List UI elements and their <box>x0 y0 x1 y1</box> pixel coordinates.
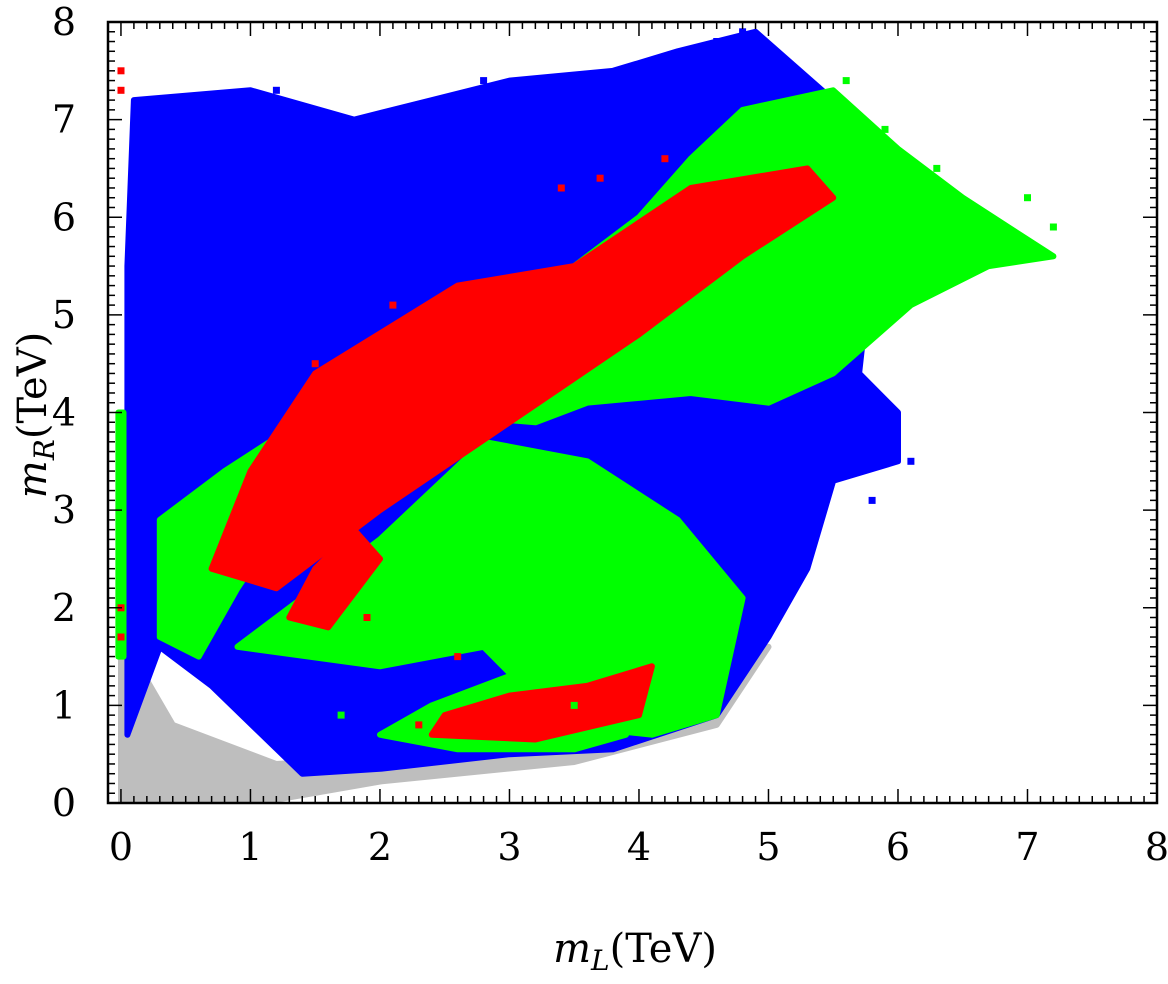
scatter-point-blue-0 <box>156 106 164 114</box>
scatter-point-red-6 <box>557 184 565 192</box>
scatter-region-red-1 <box>286 526 383 631</box>
x-axis-label-symbol: m <box>553 926 591 972</box>
y-axis-label-unit: (TeV) <box>10 332 56 439</box>
scatter-region-green-3 <box>115 409 127 660</box>
scatter-point-green-7 <box>234 467 241 475</box>
y-axis-label-symbol: m <box>10 460 56 498</box>
scatter-point-green-3 <box>933 164 941 172</box>
x-tick-label: 3 <box>497 825 521 869</box>
x-tick-label: 0 <box>109 825 133 869</box>
x-axis-label: mL(TeV) <box>553 926 717 977</box>
scatter-point-blue-9 <box>136 291 144 299</box>
x-tick-label: 7 <box>1015 825 1039 869</box>
scatter-point-red-11 <box>415 721 423 729</box>
scatter-point-green-5 <box>842 77 850 85</box>
scatter-point-red-3 <box>117 633 125 641</box>
y-tick-label: 1 <box>52 683 76 727</box>
scatter-point-green-10 <box>337 711 345 719</box>
scatter-point-blue-4 <box>713 38 721 45</box>
x-tick-label: 5 <box>756 825 780 869</box>
x-tick-label: 2 <box>368 825 392 869</box>
scatter-point-red-12 <box>622 692 630 700</box>
y-tick-label: 4 <box>52 391 76 435</box>
scatter-point-blue-7 <box>907 457 915 465</box>
x-tick-label: 8 <box>1145 825 1168 869</box>
scatter-point-blue-3 <box>156 213 164 221</box>
x-tick-label: 6 <box>886 825 910 869</box>
x-tick-label: 4 <box>627 825 651 869</box>
scatter-point-green-4 <box>881 125 889 133</box>
axis-ticks <box>107 21 1158 804</box>
scatter-point-red-0 <box>117 67 125 75</box>
scatter-point-green-8 <box>570 701 578 709</box>
scatter-point-blue-11 <box>480 77 488 85</box>
scatter-point-blue-6 <box>868 496 876 504</box>
scatter-point-red-5 <box>389 301 397 309</box>
scatter-point-blue-5 <box>739 28 747 36</box>
scatter-point-red-10 <box>454 653 462 661</box>
scatter-point-red-7 <box>596 174 604 182</box>
scatter-point-blue-10 <box>570 86 578 94</box>
scatter-region-layer <box>115 28 1057 803</box>
y-tick-label: 3 <box>52 488 76 532</box>
scatter-point-red-4 <box>311 360 319 368</box>
y-tick-label: 7 <box>52 98 76 142</box>
x-axis-label-subscript: L <box>590 944 610 977</box>
scatter-point-green-6 <box>493 545 500 553</box>
scatter-point-blue-8 <box>881 428 889 436</box>
y-tick-label: 6 <box>52 195 76 239</box>
scatter-point-layer <box>117 28 1057 729</box>
scatter-point-red-1 <box>117 86 125 94</box>
scatter-region-green-1 <box>234 438 746 738</box>
x-tick-labels: 0 1 2 3 4 5 6 7 8 <box>109 825 1168 869</box>
y-tick-labels: 0 1 2 3 4 5 6 7 8 <box>52 0 76 825</box>
y-tick-label: 0 <box>52 781 76 825</box>
y-axis-label-subscript: R <box>28 439 61 461</box>
x-tick-label: 1 <box>238 825 262 869</box>
scatter-region-red-0 <box>208 165 837 592</box>
scatter-point-green-2 <box>1049 223 1057 231</box>
y-axis-label: mR(TeV) <box>10 332 61 498</box>
y-tick-label: 2 <box>52 586 76 630</box>
scatter-point-red-8 <box>661 155 669 163</box>
scatter-point-green-9 <box>674 672 682 680</box>
scatter-point-red-9 <box>363 614 371 621</box>
scatter-point-blue-2 <box>272 86 280 94</box>
y-tick-label: 8 <box>52 0 76 44</box>
scatter-point-blue-1 <box>208 96 216 104</box>
scatter-point-green-0 <box>985 223 993 231</box>
scatter-point-green-1 <box>1024 194 1031 202</box>
scatter-region-red-2 <box>428 663 655 743</box>
x-axis-label-unit: (TeV) <box>610 926 717 972</box>
y-tick-label: 5 <box>52 293 76 337</box>
